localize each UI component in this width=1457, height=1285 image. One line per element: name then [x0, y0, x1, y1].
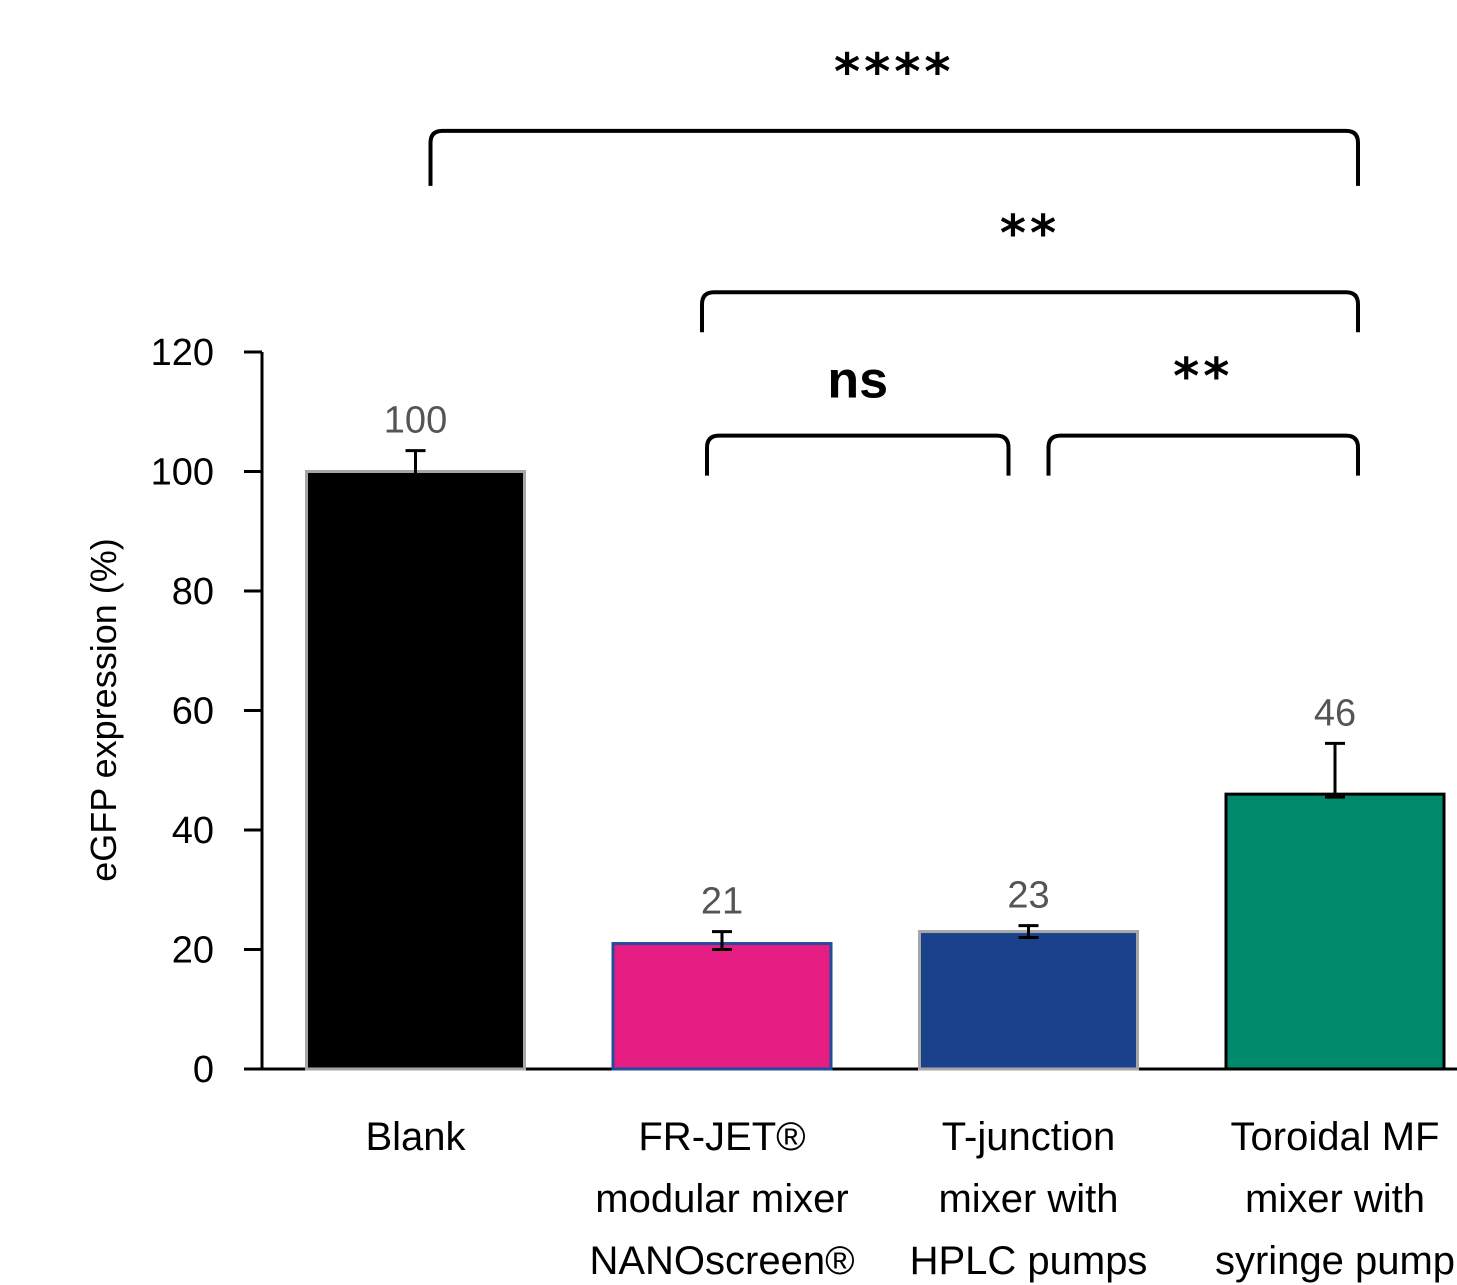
bar [305, 470, 526, 1071]
y-tick-label: 0 [193, 1049, 214, 1091]
y-tick-label: 120 [151, 332, 214, 374]
category-label: Toroidal MF [1231, 1115, 1440, 1159]
category-label: T-junction [942, 1115, 1115, 1159]
bar [918, 930, 1139, 1071]
y-tick-label: 60 [172, 691, 214, 733]
category-label: NANOscreen® [589, 1239, 854, 1283]
chart-data-labels: 100 Blank 21 FR-JET® modular mixer NANOscreen… [365, 400, 1455, 1283]
significance-label: ** [1173, 348, 1233, 406]
data-label: 100 [384, 400, 447, 442]
significance-bracket [705, 433, 1011, 476]
category-label: Blank [365, 1115, 466, 1159]
chart-bars [305, 470, 1446, 1071]
category-label: FR-JET® [638, 1115, 805, 1159]
data-label: 21 [701, 881, 743, 923]
chart-error-bars [405, 449, 1345, 951]
significance-bracket [428, 128, 1360, 186]
category-label: syringe pump [1215, 1239, 1455, 1283]
significance-label: ** [1000, 204, 1060, 262]
bar [611, 942, 833, 1071]
chart-significance-brackets: ******ns ** [428, 43, 1360, 476]
y-tick-label: 40 [172, 810, 214, 852]
category-label: mixer with [1245, 1177, 1425, 1221]
y-tick-label: 20 [172, 930, 214, 972]
category-label: HPLC pumps [910, 1239, 1148, 1283]
significance-bracket [700, 290, 1360, 333]
significance-bracket [1046, 433, 1360, 476]
bar [1224, 792, 1446, 1071]
significance-label: ns [827, 352, 888, 410]
y-axis-label: eGFP expression (%) [83, 538, 124, 881]
data-label: 46 [1314, 692, 1356, 734]
category-label: mixer with [938, 1177, 1118, 1221]
y-tick-label: 80 [172, 571, 214, 613]
category-label: modular mixer [595, 1177, 848, 1221]
y-tick-label: 100 [151, 452, 214, 494]
significance-label: **** [834, 43, 955, 101]
data-label: 23 [1007, 875, 1049, 917]
